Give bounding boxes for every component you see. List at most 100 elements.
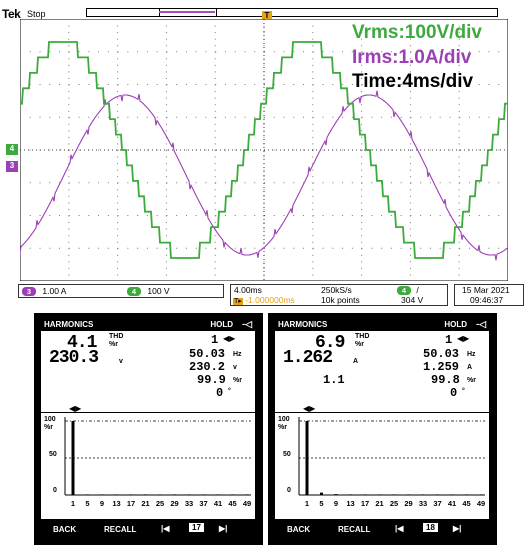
- angle-unit: °: [462, 388, 465, 395]
- harmonic-bars: 1 5 9 13 17 21 25 29 33 37 41 45 49: [64, 417, 251, 508]
- harmonic-bar: [349, 494, 352, 495]
- percent-unit: %r: [467, 377, 476, 384]
- rms-unit: v: [233, 364, 237, 371]
- meter-header: HARMONICS HOLD -◁: [41, 319, 255, 331]
- percent-value: 99.8: [431, 373, 460, 387]
- time-scale-label: Time:4ms/div: [352, 71, 474, 92]
- x-tick-label: 1: [305, 499, 309, 508]
- main-value: 1.262: [283, 348, 333, 368]
- scope-logo: Tek: [2, 7, 21, 21]
- rms-value: 230.2: [189, 360, 226, 374]
- x-tick-label: 49: [477, 499, 485, 508]
- recall-button[interactable]: RECALL: [104, 525, 137, 534]
- x-tick-label: 49: [243, 499, 251, 508]
- timebase-readout[interactable]: 4.00ms 250kS/s T▸ -1.000000ms 10k points…: [230, 284, 448, 306]
- record-length-bar: [86, 8, 498, 17]
- angle-value: 0: [450, 386, 458, 400]
- harmonic-bar: [465, 494, 468, 495]
- x-tick-label: 29: [170, 499, 178, 508]
- harmonic-bar: [436, 494, 439, 495]
- x-tick-label: 37: [433, 499, 441, 508]
- record-points: 10k points: [321, 295, 360, 305]
- harmonic-bar: [173, 494, 176, 495]
- harmonic-bar: [231, 494, 234, 495]
- cursor-arrows-icon[interactable]: ◀▶: [69, 404, 82, 413]
- angle-value: 0: [216, 386, 224, 400]
- softkey-bar: BACK RECALL |◀ 18 ▶|: [275, 519, 489, 539]
- harmonic-bar: [158, 494, 162, 495]
- y-axis-max: 100: [44, 416, 56, 423]
- x-tick-label: 41: [448, 499, 456, 508]
- meter-screen: HARMONICS HOLD -◁ 6.9 THD %r 1.262 A 1.1…: [274, 318, 490, 540]
- harmonic-bar: [202, 494, 205, 495]
- harmonic-bar: [115, 494, 118, 495]
- harmonic-bar: [216, 494, 220, 495]
- main-unit: v: [119, 358, 123, 365]
- meter-header: HARMONICS HOLD -◁: [275, 319, 489, 331]
- harmonic-number: 1: [211, 333, 219, 347]
- x-tick-label: 5: [85, 499, 89, 508]
- graticule-grid: [20, 19, 500, 276]
- cursor-arrows-icon[interactable]: ◀▶: [303, 404, 316, 413]
- prev-page-icon[interactable]: |◀: [395, 524, 404, 533]
- harmonic-bar: [187, 494, 191, 495]
- thd-value: 4.1: [67, 333, 97, 353]
- harmonic-select-icon[interactable]: ◀▶: [457, 334, 470, 343]
- main-value: 230.3: [49, 348, 99, 368]
- thd-unit: %r: [109, 341, 118, 348]
- x-tick-label: 41: [214, 499, 222, 508]
- battery-icon: -◁: [476, 319, 486, 329]
- angle-unit: °: [228, 388, 231, 395]
- y-axis-unit: %r: [44, 424, 53, 431]
- next-page-icon[interactable]: ▶|: [453, 524, 462, 533]
- harmonic-bar: [363, 494, 367, 495]
- vrms-scale-label: Vrms:100V/div: [352, 22, 482, 43]
- harmonic-bar: [305, 421, 309, 495]
- harmonic-bar: [392, 494, 396, 495]
- battery-icon: -◁: [242, 319, 252, 329]
- recall-button[interactable]: RECALL: [338, 525, 371, 534]
- next-page-icon[interactable]: ▶|: [219, 524, 228, 533]
- scope-graticule: [20, 19, 508, 281]
- trigger-offset-icon: T▸: [233, 298, 243, 305]
- thd-label: THD: [355, 333, 370, 340]
- harmonic-bar: [421, 494, 425, 495]
- harmonic-bar: [407, 494, 410, 495]
- record-trace-indicator: [159, 11, 215, 13]
- channel-readout[interactable]: 3 1.00 A 4 100 V: [18, 284, 224, 298]
- harmonic-bar: [320, 492, 323, 495]
- harmonic-select-icon[interactable]: ◀▶: [223, 334, 236, 343]
- x-tick-label: 13: [346, 499, 354, 508]
- harmonic-number: 1: [445, 333, 453, 347]
- hold-indicator: HOLD: [210, 320, 233, 329]
- x-tick-label: 45: [228, 499, 236, 508]
- ch4-scale: 100 V: [147, 286, 170, 296]
- back-button[interactable]: BACK: [53, 525, 77, 534]
- ch3-level-marker[interactable]: 3: [6, 161, 18, 172]
- harmonic-bar: [245, 494, 249, 495]
- frequency-unit: Hz: [233, 351, 242, 358]
- date-text: 15 Mar 2021: [462, 285, 510, 295]
- trigger-position-marker[interactable]: T: [262, 11, 272, 21]
- back-button[interactable]: BACK: [287, 525, 311, 534]
- harmonic-bar: [129, 494, 133, 495]
- y-axis-zero: 0: [53, 487, 57, 494]
- harmonic-bar: [450, 494, 454, 495]
- frequency-value: 50.03: [189, 347, 226, 361]
- x-tick-label: 21: [375, 499, 383, 508]
- x-tick-label: 21: [141, 499, 149, 508]
- harmonic-bar: [378, 494, 381, 495]
- hold-indicator: HOLD: [444, 320, 467, 329]
- ch4-level-marker[interactable]: 4: [6, 144, 18, 155]
- prev-page-icon[interactable]: |◀: [161, 524, 170, 533]
- x-tick-label: 13: [112, 499, 120, 508]
- voltage-trace: [20, 41, 508, 259]
- rms-unit: A: [467, 364, 473, 371]
- x-tick-label: 9: [334, 499, 338, 508]
- screen-title: HARMONICS: [44, 320, 94, 329]
- y-axis-unit: %r: [278, 424, 287, 431]
- page-indicator: 18: [423, 523, 438, 532]
- horizontal-position: -1.000000ms: [245, 295, 295, 305]
- x-tick-label: 1: [71, 499, 75, 508]
- y-axis-mid: 50: [49, 451, 57, 458]
